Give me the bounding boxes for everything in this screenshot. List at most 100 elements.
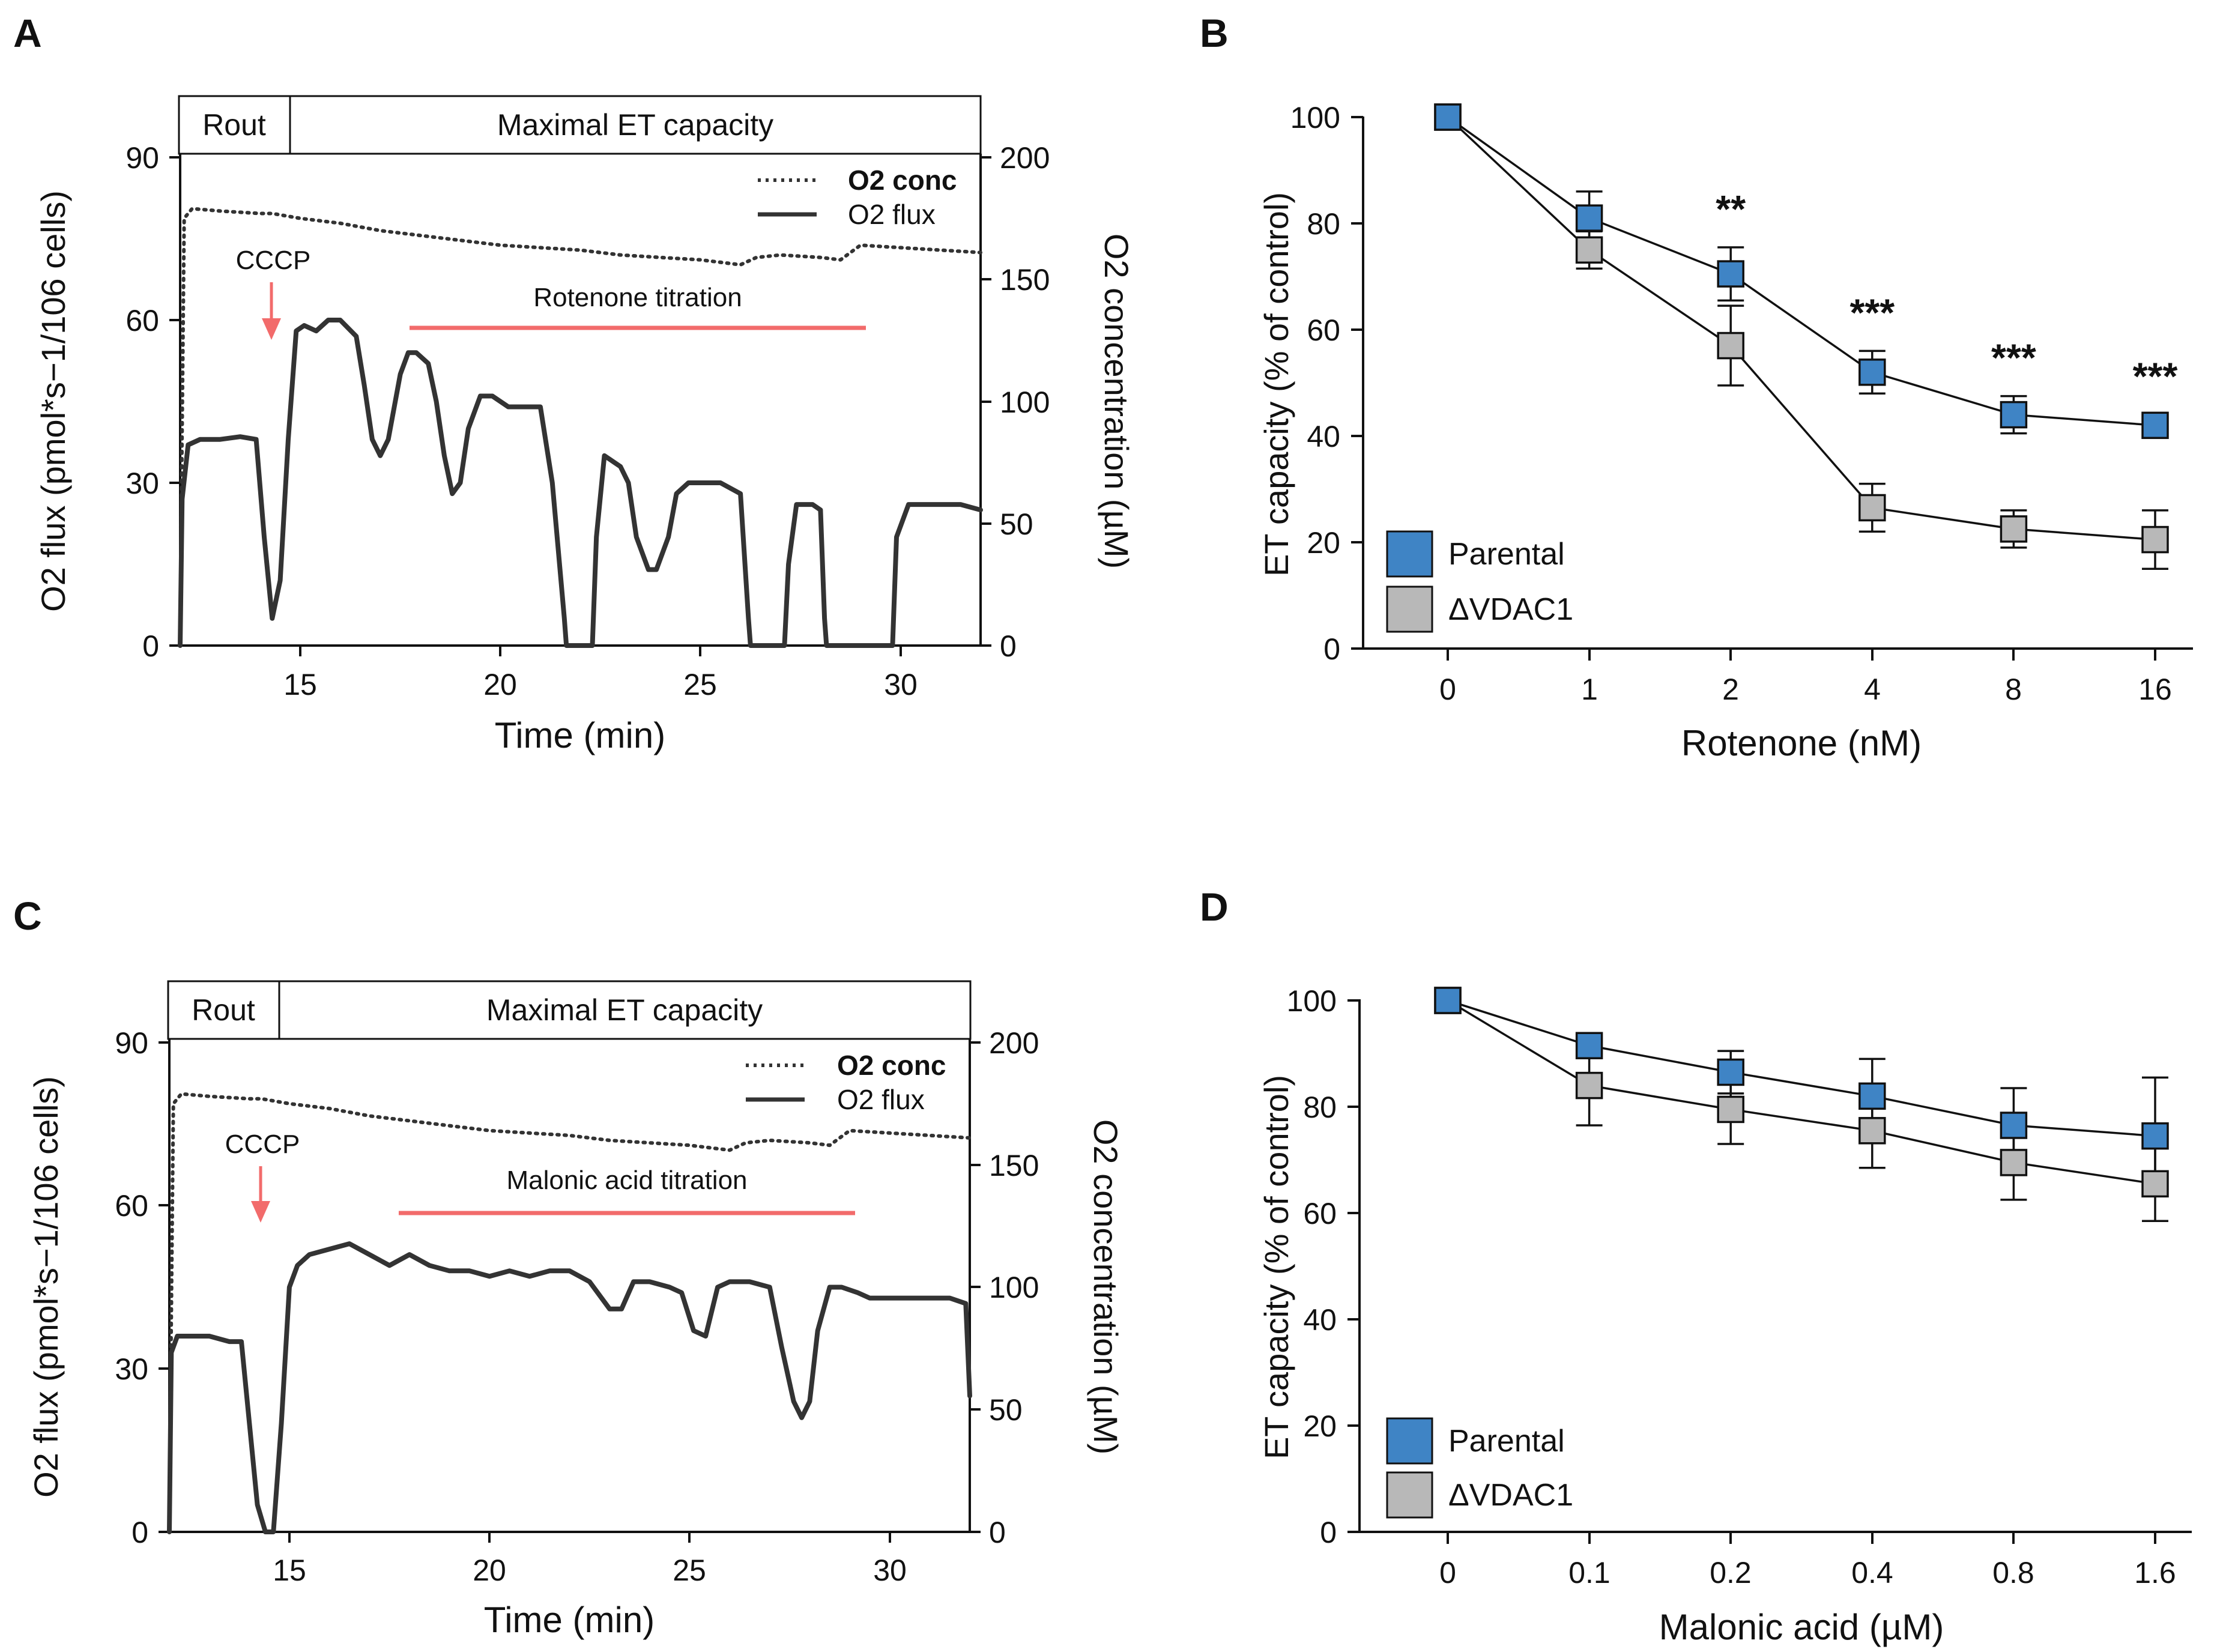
x-tick-label: 1.6 <box>2134 1556 2176 1590</box>
x-axis-title: Time (min) <box>495 715 665 755</box>
panel-letter-b: B <box>1200 11 1229 55</box>
y-right-ticks: 0 50 100 150 200 <box>981 141 1050 663</box>
y-tick-label: 0 <box>1323 632 1340 666</box>
x-tick-label: 20 <box>483 668 517 701</box>
o2-concentration-trace <box>168 1092 972 1522</box>
vdac1-data-point <box>1717 1095 1744 1124</box>
y2-tick-label: 0 <box>1000 629 1017 663</box>
phase-max-label: Maximal ET capacity <box>486 993 763 1027</box>
o2-flux-trace <box>167 1241 972 1534</box>
y-axis-title: O2 flux (pmol*s−1/106 cells) <box>27 1076 65 1498</box>
y-axis-title: ET capacity (% of control) <box>1257 1075 1295 1459</box>
cccp-arrow-head <box>262 318 281 340</box>
parental-data-point <box>1434 103 1462 131</box>
y-ticks: 0 20 40 60 80 100 <box>1287 984 1359 1549</box>
y2-axis-title: O2 concentration (µM) <box>1098 234 1136 569</box>
x-tick-label: 15 <box>273 1554 306 1587</box>
legend-vdac1-label: ΔVDAC1 <box>1448 1478 1573 1513</box>
vdac1-data-point <box>2000 515 2028 543</box>
parental-data-point <box>1717 1058 1744 1086</box>
x-axis-title: Time (min) <box>484 1600 655 1640</box>
legend: Parental ΔVDAC1 <box>1386 1417 1573 1519</box>
parental-data-point <box>1717 260 1744 288</box>
y-tick-label: 80 <box>1303 1091 1337 1124</box>
parental-data-point <box>1858 359 1886 386</box>
x-tick-label: 4 <box>1864 673 1881 706</box>
x-ticks: 0 1 2 4 8 16 <box>1439 649 2172 706</box>
y2-tick-label: 200 <box>989 1026 1039 1060</box>
x-tick-label: 30 <box>884 668 918 701</box>
x-tick-label: 0 <box>1439 1556 1456 1590</box>
y-axis-title: O2 flux (pmol*s−1/106 cells) <box>34 190 72 612</box>
phase-header-box <box>178 95 982 155</box>
y-tick-label: 40 <box>1307 420 1340 453</box>
y-tick-label: 60 <box>1307 313 1340 347</box>
y2-tick-label: 0 <box>989 1516 1006 1549</box>
panel-c: C Rout Maximal ET capacity 15 20 25 30 0… <box>13 894 1125 1640</box>
phase-header-box <box>167 980 972 1040</box>
significance-marker: ** <box>1716 187 1746 231</box>
parental-data-point <box>2000 401 2028 429</box>
o2-concentration-trace <box>178 207 982 635</box>
parental-data-point <box>2000 1112 2028 1139</box>
legend-parental-swatch <box>1386 1417 1433 1465</box>
x-tick-label: 16 <box>2138 673 2172 706</box>
vdac1-data-point <box>2141 525 2169 554</box>
y-tick-label: 60 <box>126 304 159 337</box>
y2-axis-title: O2 concentration (µM) <box>1087 1119 1125 1454</box>
x-tick-label: 0.4 <box>1851 1556 1893 1590</box>
vdac1-series-line <box>1447 999 2156 1185</box>
panel-a: A Rout Maximal ET capacity 15 20 25 30 0… <box>13 11 1136 755</box>
y-left-ticks: 0 30 60 90 <box>126 141 180 663</box>
legend-parental-label: Parental <box>1448 1424 1565 1459</box>
legend-conc-label: O2 conc <box>848 165 957 196</box>
x-tick-label: 8 <box>2005 673 2022 706</box>
y-tick-label: 90 <box>126 141 159 175</box>
significance-marker: *** <box>2133 355 2178 398</box>
y-tick-label: 40 <box>1303 1303 1337 1337</box>
x-tick-label: 2 <box>1722 673 1739 706</box>
y-tick-label: 90 <box>115 1026 148 1060</box>
y-tick-label: 0 <box>132 1516 148 1549</box>
y-tick-label: 60 <box>115 1189 148 1223</box>
x-tick-label: 0.8 <box>1992 1556 2034 1590</box>
trace-legend: O2 conc O2 flux <box>758 165 957 230</box>
parental-data-point <box>1858 1082 1886 1110</box>
x-tick-label: 25 <box>683 668 717 701</box>
x-tick-label: 30 <box>873 1554 907 1587</box>
x-tick-label: 1 <box>1581 673 1598 706</box>
x-tick-label: 15 <box>283 668 317 701</box>
legend-vdac1-label: ΔVDAC1 <box>1448 592 1573 627</box>
x-tick-label: 0.2 <box>1710 1556 1752 1590</box>
phase-max-label: Maximal ET capacity <box>497 108 773 142</box>
y-axis-title: ET capacity (% of control) <box>1257 192 1295 576</box>
legend-parental-swatch <box>1386 530 1433 578</box>
phase-rout-label: Rout <box>192 993 255 1027</box>
panel-letter-d: D <box>1200 885 1229 929</box>
y-tick-label: 30 <box>126 467 159 500</box>
y-tick-label: 20 <box>1307 526 1340 560</box>
legend-conc-label: O2 conc <box>837 1050 946 1081</box>
significance-marker: *** <box>1991 336 2036 380</box>
panel-letter-c: C <box>13 894 42 938</box>
legend-flux-label: O2 flux <box>837 1084 925 1115</box>
panel-letter-a: A <box>13 11 42 55</box>
y2-tick-label: 100 <box>1000 386 1050 419</box>
vdac1-series-line <box>1447 116 2156 541</box>
x-ticks: 15 20 25 30 <box>273 1532 907 1587</box>
phase-rout-label: Rout <box>202 108 266 142</box>
legend-flux-label: O2 flux <box>848 199 936 230</box>
x-tick-label: 0 <box>1439 673 1456 706</box>
parental-data-point <box>1434 987 1462 1014</box>
y-left-ticks: 0 30 60 90 <box>115 1026 169 1549</box>
cccp-arrow-head <box>251 1201 270 1223</box>
legend-vdac1-swatch <box>1386 585 1433 633</box>
x-tick-label: 25 <box>673 1554 706 1587</box>
y-tick-label: 100 <box>1290 101 1340 135</box>
vdac1-data-point <box>1575 1071 1603 1100</box>
parental-data-point <box>2141 411 2169 440</box>
y-right-ticks: 0 50 100 150 200 <box>970 1026 1039 1549</box>
significance-marker: *** <box>1849 291 1895 334</box>
legend-parental-label: Parental <box>1448 537 1565 572</box>
